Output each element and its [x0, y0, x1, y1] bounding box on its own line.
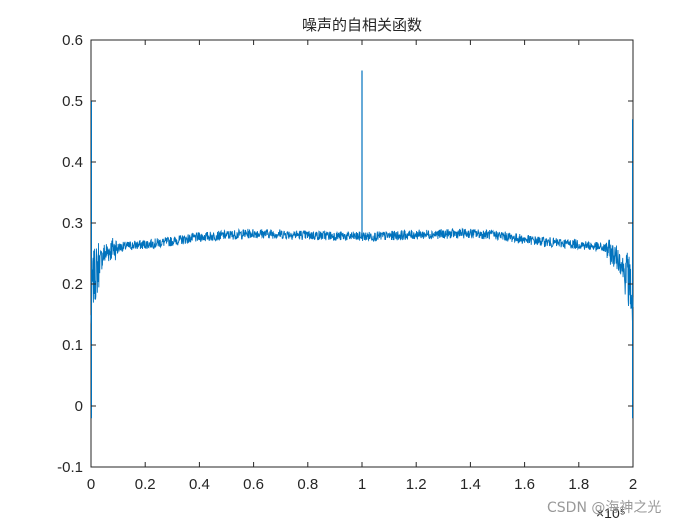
x-tick-label: 1.6: [514, 476, 535, 493]
chart-title: 噪声的自相关函数: [302, 16, 422, 34]
x-scale-label: ×10⁵: [596, 505, 626, 521]
series-line: [90, 227, 634, 324]
x-tick-label: 0.4: [189, 476, 210, 493]
x-tick-label: 1: [358, 476, 366, 493]
x-tick-label: 2: [629, 476, 637, 493]
x-tick-label: 0: [87, 476, 95, 493]
x-tick-label: 1.8: [568, 476, 589, 493]
x-tick-label: 0.6: [243, 476, 264, 493]
plot-area: 0 0.2 0.4 0.6 0.8 1 1.2 1.4 1.6 1.8 2 -0.100.10.20…: [57, 32, 637, 493]
y-tick-label: 0.6: [62, 32, 83, 49]
y-tick-label: 0.1: [62, 337, 83, 354]
x-tick-label: 0.2: [135, 476, 156, 493]
x-tick-label: 1.2: [406, 476, 427, 493]
y-tick-label: 0.2: [62, 276, 83, 293]
y-tick-label: 0.3: [62, 215, 83, 232]
y-axis-ticks: -0.1 0 0.1 0.2 0.3 0.4 0.5 0.6: [57, 32, 633, 476]
series-layer: [90, 70, 634, 419]
y-tick-label: 0.4: [62, 154, 83, 171]
y-tick-label: 0.5: [62, 93, 83, 110]
y-tick-label: 0: [75, 398, 83, 415]
x-tick-label: 1.4: [460, 476, 481, 493]
y-tick-label: -0.1: [57, 459, 83, 476]
watermark-text: CSDN @海神之光: [547, 500, 661, 516]
x-axis-ticks: 0 0.2 0.4 0.6 0.8 1 1.2 1.4 1.6 1.8 2: [87, 40, 637, 493]
x-tick-label: 0.8: [297, 476, 318, 493]
